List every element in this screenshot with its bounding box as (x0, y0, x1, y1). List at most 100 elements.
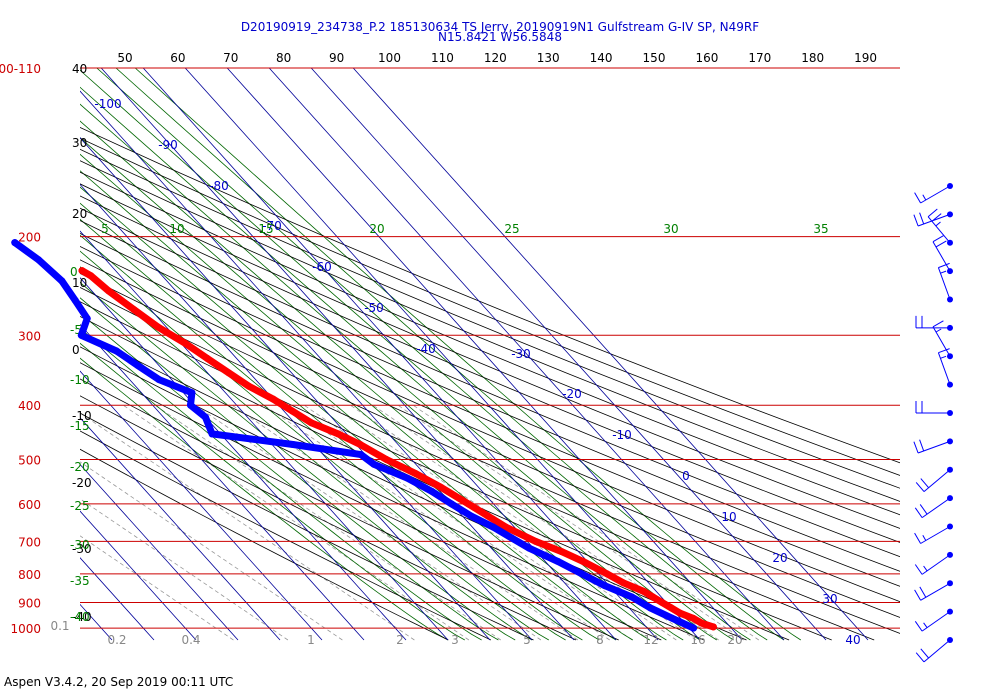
temperature-point (464, 500, 472, 508)
wind-barb-shaft (921, 554, 951, 575)
temperature-point (154, 323, 162, 331)
temperature-point (619, 579, 627, 587)
wind-barb-feather (932, 320, 944, 328)
dewpoint-point (489, 523, 497, 531)
moist-adiabat-top-label: 20 (369, 222, 384, 236)
temperature-point (558, 548, 566, 556)
isotherm-line (184, 68, 701, 641)
wind-barb-shaft (923, 639, 951, 663)
moist-adiabat-line (80, 153, 667, 641)
dry-adiabat-line (80, 412, 534, 641)
temperature-point (698, 619, 706, 627)
wind-barb-feather (919, 212, 925, 225)
moist-adiabat-line (80, 202, 617, 641)
moist-adiabat-line (80, 297, 516, 641)
moist-adiabat-line (80, 137, 684, 641)
moist-adiabat-line (80, 327, 482, 641)
dewpoint-point (357, 451, 365, 459)
isotherm-tick-label: -100 (94, 97, 121, 111)
moist-adiabat-line (115, 68, 785, 641)
dewpoint-point (188, 389, 196, 397)
wind-barb-feather (915, 482, 925, 492)
dewpoint-point (77, 331, 85, 339)
wind-barb-shaft (917, 440, 951, 454)
mixing-ratio-tick-label: 16 (690, 633, 705, 647)
isotherm-tick-label: -90 (158, 138, 178, 152)
wind-barb-feather (922, 194, 927, 201)
dewpoint-point (578, 570, 586, 578)
dry-adiabat-line (80, 346, 705, 641)
mixing-ratio-tick-label: 20 (727, 633, 742, 647)
temperature-point (87, 272, 95, 280)
dewpoint-point (601, 582, 609, 590)
wind-barb-feather (914, 564, 923, 575)
wind-barb-feather (914, 621, 923, 632)
wind-barb-feather (935, 221, 941, 227)
temperature-point (437, 483, 445, 491)
dewpoint-point (113, 347, 120, 355)
isotherm-tick-label: -50 (364, 301, 384, 315)
dewpoint-point (35, 256, 43, 264)
isotherm-tick-label: 40 (845, 633, 860, 647)
mixing-ratio-line (397, 404, 744, 641)
dewpoint-point (370, 460, 378, 468)
isotherm-line (80, 137, 533, 641)
wind-barb-feather (922, 535, 927, 541)
dry-adiabat-line (80, 272, 900, 634)
wind-barb-feather (920, 648, 929, 659)
moist-adiabat-left-label: -25 (70, 499, 90, 513)
dry-adiabat-line (80, 137, 900, 476)
moist-adiabat-top-label: 10 (169, 222, 184, 236)
top-temperature-tick-label: 180 (801, 51, 824, 65)
mixing-ratio-tick-label: 8 (596, 633, 604, 647)
pressure-tick-label: 500 (18, 454, 41, 468)
mixing-ratio-tick-label: 0.4 (181, 633, 200, 647)
left-height-tick-label: -10 (72, 409, 92, 423)
temperature-point (658, 599, 666, 606)
top-temperature-tick-label: 70 (223, 51, 238, 65)
temperature-point (640, 587, 648, 595)
moist-adiabat-line (80, 69, 751, 641)
dewpoint-point (628, 593, 636, 601)
moist-adiabat-line (80, 170, 650, 641)
left-height-tick-label: 40 (72, 62, 87, 76)
temperature-point (382, 456, 390, 463)
moist-adiabat-left-label: 0 (70, 265, 78, 279)
dry-adiabat-line (80, 430, 492, 641)
isotherm-line (80, 183, 491, 641)
top-temperature-tick-label: 60 (170, 51, 185, 65)
moist-adiabat-top-label: 25 (504, 222, 519, 236)
pressure-tick-label: 800 (18, 568, 41, 582)
isotherm-tick-label: 20 (772, 551, 787, 565)
temperature-point (105, 287, 113, 295)
dry-adiabat-line (80, 378, 619, 641)
mixing-ratio-tick-label: 1 (307, 633, 315, 647)
top-temperature-tick-label: 170 (748, 51, 771, 65)
pressure-tick-label: 700 (18, 535, 41, 549)
isotherm-line (142, 68, 659, 641)
temperature-point (649, 593, 657, 601)
isotherm-tick-label: -40 (416, 342, 436, 356)
temperature-point (676, 609, 684, 617)
pressure-tick-label: 300 (18, 329, 41, 343)
wind-barb-shaft (927, 216, 951, 244)
temperature-point (78, 267, 86, 275)
isotherm-tick-label: -10 (612, 428, 632, 442)
wind-barb-feather (923, 622, 928, 628)
wind-barb-feather (920, 478, 929, 489)
top-temperature-tick-label: 50 (117, 51, 132, 65)
dry-adiabat-line (80, 286, 875, 641)
top-temperature-tick-label: 80 (276, 51, 291, 65)
dry-adiabat-line (80, 127, 900, 464)
isotherm-line (80, 603, 113, 641)
mixing-ratio-tick-label: 5 (523, 633, 531, 647)
wind-barb-feather (932, 235, 944, 243)
dry-adiabat-line (80, 331, 747, 641)
moist-adiabat-left-label: -35 (70, 574, 90, 588)
dewpoint-point (71, 296, 79, 304)
footer-text: Aspen V3.4.2, 20 Sep 2019 00:11 UTC (4, 675, 234, 689)
temperature-point (334, 430, 342, 438)
pressure-tick-label: 900 (18, 597, 41, 611)
moist-adiabat-line (134, 68, 802, 641)
left-height-tick-label: -20 (72, 476, 92, 490)
